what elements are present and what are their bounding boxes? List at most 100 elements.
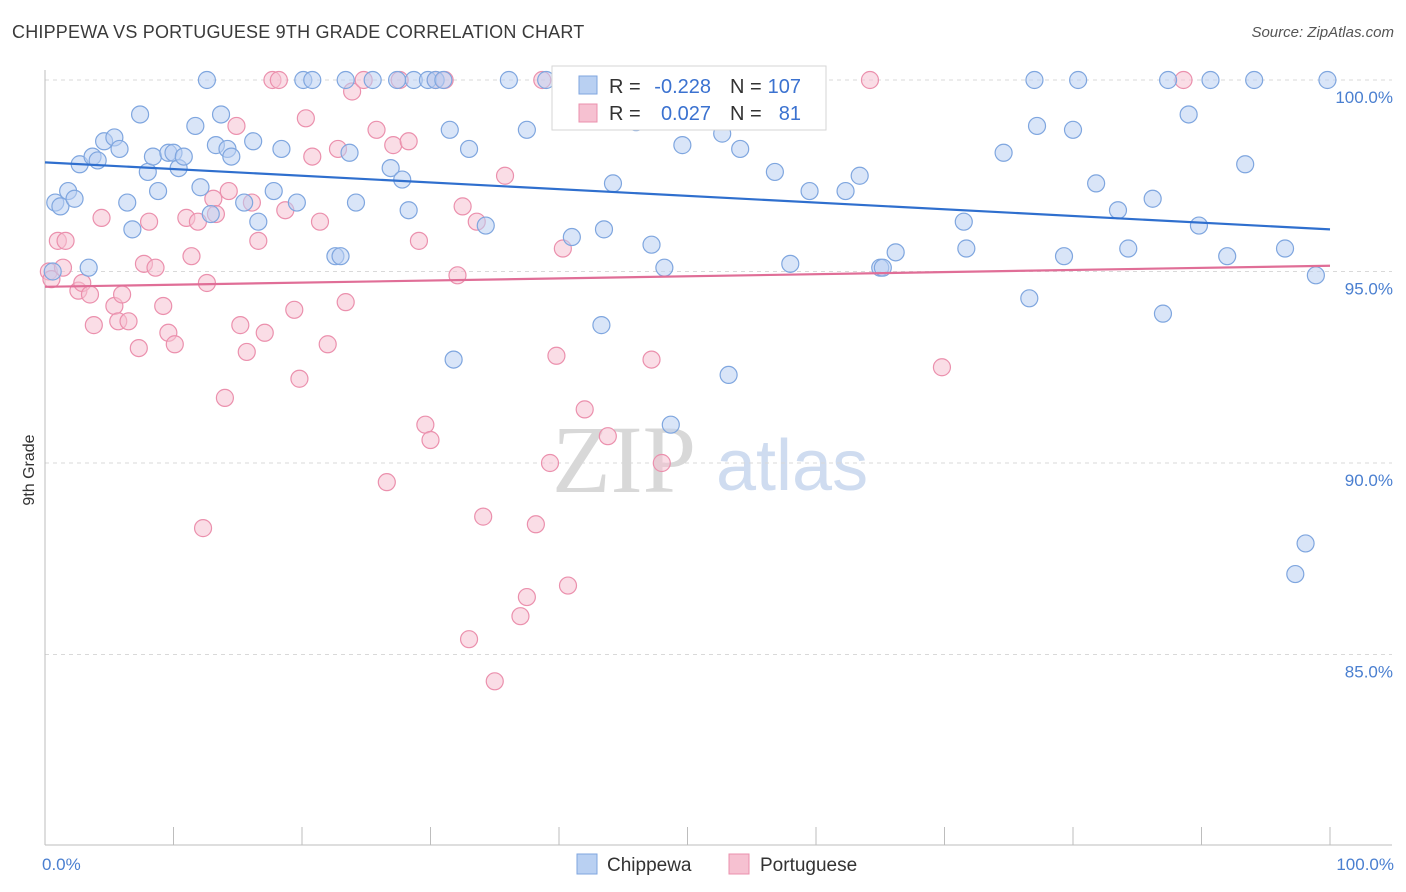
portuguese-point — [310, 212, 330, 231]
portuguese-point — [80, 285, 100, 304]
chippewa-point — [957, 239, 976, 258]
y-tick-labels: 85.0% 90.0% 95.0% 100.0% — [1335, 88, 1393, 682]
portuguese-point — [367, 120, 386, 139]
watermark-atlas: atlas — [716, 426, 868, 506]
chippewa-point — [387, 70, 407, 90]
chippewa-point — [130, 105, 150, 124]
portuguese-point — [92, 208, 111, 227]
chippewa-point — [850, 166, 869, 185]
portuguese-point — [642, 350, 661, 369]
portuguese-point — [558, 576, 578, 595]
chippewa-legend-swatch — [578, 75, 598, 95]
y-tick-label-100: 100.0% — [1335, 88, 1393, 107]
portuguese-points — [39, 70, 1193, 691]
chippewa-point — [661, 415, 680, 434]
grid-lines — [45, 79, 1392, 655]
portuguese-point — [399, 132, 418, 151]
chippewa-point — [444, 350, 463, 369]
legend-n-label-1: N = — [730, 76, 762, 98]
y-tick-label-95: 95.0% — [1345, 280, 1393, 299]
portuguese-point — [129, 339, 148, 358]
portuguese-point — [237, 342, 256, 362]
portuguese-point — [526, 515, 545, 534]
portuguese-point — [255, 323, 274, 342]
chippewa-point — [174, 147, 193, 166]
chippewa-point — [440, 120, 459, 139]
chippewa-point — [222, 147, 241, 166]
chippewa-point — [65, 189, 84, 208]
portuguese-point — [112, 285, 132, 304]
portuguese-point — [165, 335, 184, 354]
chippewa-point — [138, 162, 157, 182]
chippewa-point — [1020, 289, 1039, 308]
chippewa-point — [1189, 216, 1209, 235]
chippewa-point — [1153, 304, 1173, 323]
portuguese-legend-swatch — [578, 103, 598, 123]
axes — [44, 70, 1392, 846]
legend-r-value-2: 0.027 — [661, 103, 711, 125]
portuguese-point — [303, 147, 322, 166]
chippewa-point — [1296, 534, 1315, 553]
x-tick-label-min: 0.0% — [42, 855, 81, 874]
chippewa-point — [781, 254, 800, 273]
portuguese-point — [84, 316, 103, 335]
chippewa-point — [1158, 70, 1178, 90]
chippewa-point — [201, 204, 220, 224]
chippewa-point — [197, 70, 217, 90]
portuguese-point — [421, 430, 440, 450]
portuguese-point — [290, 369, 309, 388]
trend-lines — [44, 161, 1331, 288]
chippewa-point — [1108, 201, 1128, 220]
chippewa-point — [244, 132, 263, 151]
chippewa-point — [148, 181, 168, 201]
series-legend: Chippewa Portuguese — [576, 853, 857, 876]
chippewa-point — [719, 365, 738, 385]
portuguese-point — [146, 258, 165, 277]
stats-legend: R = -0.228 N = 107 R = 0.027 N = 81 — [551, 65, 827, 131]
chippewa-point — [434, 70, 453, 90]
chippewa-point — [235, 193, 254, 212]
chippewa-point — [886, 243, 905, 262]
chippewa-point — [459, 139, 479, 159]
chippewa-point — [1318, 70, 1337, 90]
source-label: Source: ZipAtlas.com — [1251, 24, 1394, 41]
chippewa-point — [1286, 564, 1305, 584]
chippewa-point — [186, 116, 205, 136]
portuguese-point — [139, 212, 159, 231]
portuguese-point — [249, 231, 268, 250]
chippewa-point — [340, 143, 359, 162]
chippewa-point — [1143, 189, 1162, 208]
chippewa-point — [1218, 247, 1237, 266]
chippewa-point — [336, 70, 355, 90]
portuguese-point — [231, 316, 250, 335]
portuguese-point — [227, 116, 246, 136]
chippewa-point — [655, 258, 674, 277]
chippewa-point — [1306, 266, 1325, 285]
chippewa-point — [1119, 239, 1138, 258]
chippewa-point — [43, 262, 62, 281]
chippewa-point — [51, 197, 70, 216]
chippewa-point — [603, 174, 623, 193]
chippewa-point — [562, 227, 581, 247]
portuguese-point — [511, 607, 530, 626]
portuguese-point — [193, 519, 213, 538]
legend-r-label-2: R = — [609, 103, 641, 125]
portuguese-point — [182, 247, 201, 266]
portuguese-legend-label: Portuguese — [760, 855, 857, 876]
chippewa-point — [592, 316, 611, 335]
y-tick-label-85: 85.0% — [1345, 663, 1393, 682]
y-tick-label-90: 90.0% — [1345, 471, 1393, 490]
chippewa-point — [118, 193, 137, 212]
chippewa-point — [765, 162, 784, 182]
chippewa-point — [594, 220, 614, 239]
portuguese-point — [540, 453, 560, 473]
portuguese-point — [56, 231, 75, 250]
chippewa-point — [476, 216, 495, 235]
chippewa-point — [994, 143, 1013, 162]
chippewa-point — [642, 235, 661, 254]
portuguese-point — [285, 300, 304, 319]
portuguese-point — [154, 296, 173, 316]
chippewa-point — [1054, 247, 1074, 266]
chippewa-point — [517, 120, 536, 139]
